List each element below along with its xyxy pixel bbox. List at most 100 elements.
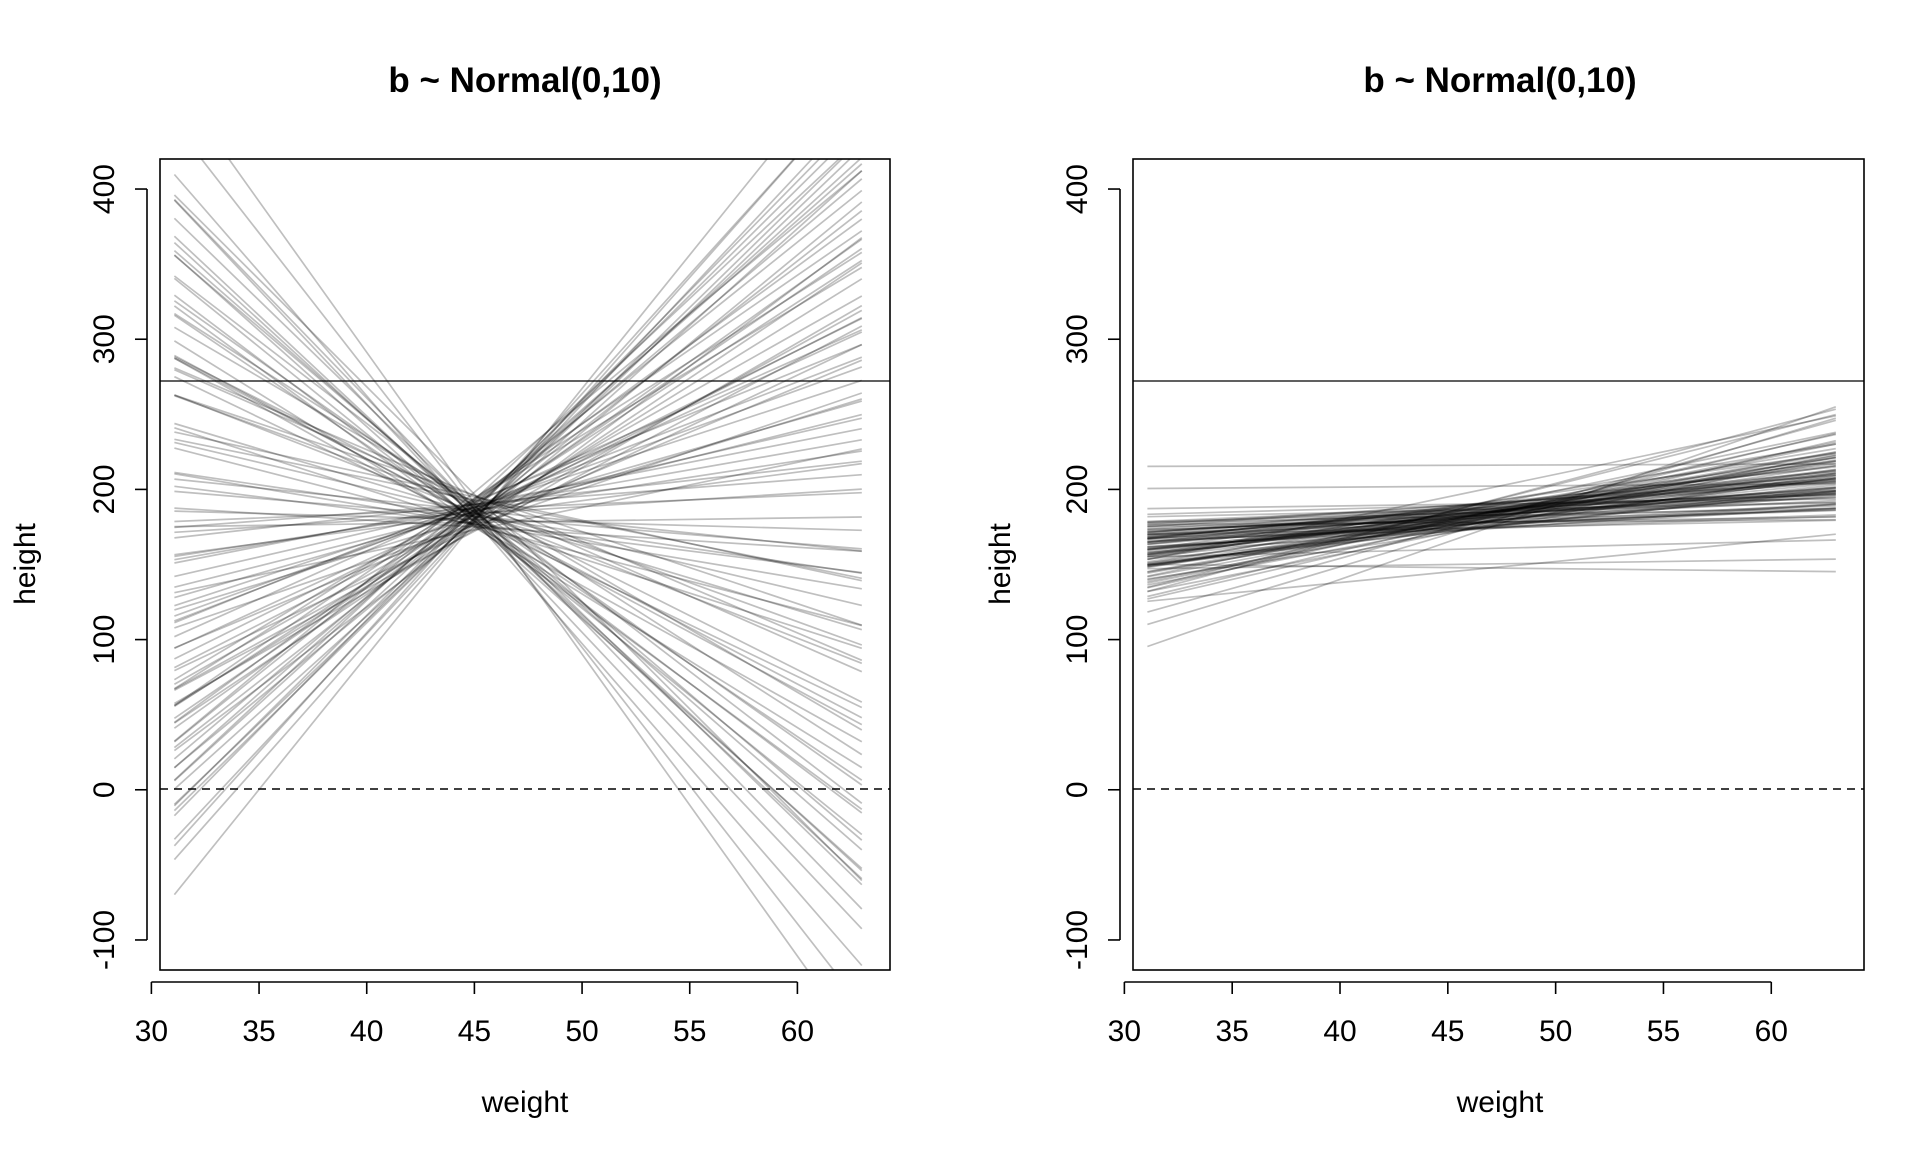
prior-line-31 <box>1147 503 1836 554</box>
prior-line-40 <box>1147 491 1836 561</box>
prior-line-3 <box>174 317 863 660</box>
prior-lines <box>173 159 863 970</box>
y-tick-label: 400 <box>1061 164 1094 214</box>
prior-line-46 <box>173 254 863 841</box>
prior-line-62 <box>1147 470 1836 540</box>
prior-line-51 <box>1147 452 1836 551</box>
prior-line-33 <box>174 392 863 629</box>
prior-line-24 <box>1147 466 1836 540</box>
prior-line-89 <box>1147 443 1836 560</box>
prior-line-99 <box>1147 539 1836 558</box>
prior-line-81 <box>174 441 862 607</box>
prior-line-25 <box>174 427 862 564</box>
x-axis-label: weight <box>1456 1086 1544 1119</box>
prior-line-24 <box>173 199 863 930</box>
y-tick-label: 400 <box>88 164 121 214</box>
y-tick-label: 0 <box>1061 781 1094 798</box>
x-tick-label: 35 <box>1216 1015 1249 1048</box>
prior-line-60 <box>1147 490 1836 550</box>
prior-line-25 <box>1147 454 1836 586</box>
prior-line-59 <box>1147 501 1836 523</box>
prior-lines <box>1147 405 1837 648</box>
prior-line-8 <box>173 304 863 705</box>
prior-line-17 <box>174 462 862 556</box>
prior-line-93 <box>173 241 863 872</box>
prior-line-6 <box>173 305 863 810</box>
x-tick-label: 40 <box>350 1015 383 1048</box>
prior-line-76 <box>173 249 863 851</box>
prior-line-23 <box>173 159 821 817</box>
prior-line-17 <box>1147 469 1836 553</box>
prior-line-100 <box>200 159 835 970</box>
prior-line-71 <box>174 367 863 662</box>
prior-line-32 <box>173 326 863 731</box>
prior-line-29 <box>1147 509 1836 531</box>
prior-line-95 <box>1147 417 1837 626</box>
prior-line-39 <box>173 238 863 729</box>
y-tick-label: 300 <box>1061 314 1094 364</box>
prior-line-66 <box>173 159 795 847</box>
prior-line-74 <box>174 516 862 528</box>
prior-line-21 <box>173 251 863 690</box>
prior-line-33 <box>1147 508 1836 539</box>
prior-line-94 <box>1147 405 1837 648</box>
prior-line-75 <box>174 356 863 622</box>
x-tick-label: 55 <box>673 1015 706 1048</box>
prior-line-82 <box>1147 454 1836 581</box>
prior-line-27 <box>174 431 862 582</box>
y-tick-label: -100 <box>88 910 121 970</box>
prior-line-68 <box>1147 460 1836 558</box>
prior-line-54 <box>1147 456 1836 593</box>
prior-line-57 <box>1147 474 1836 568</box>
prior-line-65 <box>174 485 862 574</box>
prior-line-98 <box>174 488 862 534</box>
x-tick-label: 55 <box>1647 1015 1680 1048</box>
prior-line-49 <box>1147 496 1836 532</box>
prior-line-4 <box>1147 487 1836 566</box>
prior-line-91 <box>174 426 863 650</box>
prior-line-7 <box>173 170 863 742</box>
prior-line-96 <box>173 159 769 896</box>
prior-line-60 <box>173 201 863 769</box>
prior-line-67 <box>1147 505 1836 531</box>
prior-line-53 <box>1147 478 1836 543</box>
prior-line-84 <box>1147 464 1836 568</box>
prior-line-69 <box>1147 486 1836 551</box>
y-axis-label: height <box>9 522 42 604</box>
prior-line-67 <box>174 394 863 646</box>
prior-line-56 <box>174 447 863 627</box>
prior-line-41 <box>1147 460 1836 563</box>
prior-line-31 <box>173 278 863 707</box>
prior-line-1 <box>173 159 841 781</box>
prior-line-79 <box>1147 477 1836 566</box>
prior-line-70 <box>174 316 863 669</box>
y-tick-label: 0 <box>88 781 121 798</box>
prior-line-55 <box>1147 490 1836 540</box>
prior-line-66 <box>1147 494 1836 550</box>
prior-line-40 <box>174 375 863 709</box>
prior-line-43 <box>1147 509 1836 536</box>
prior-line-79 <box>174 438 862 561</box>
prior-line-88 <box>174 460 862 539</box>
y-tick-label: 200 <box>88 464 121 514</box>
chart-title: b ~ Normal(0,10) <box>1363 61 1636 100</box>
prior-line-23 <box>1147 518 1836 526</box>
prior-line-85 <box>1147 489 1836 530</box>
prior-line-59 <box>174 450 862 558</box>
prior-line-58 <box>173 235 863 880</box>
prior-line-15 <box>173 237 863 752</box>
prior-line-11 <box>173 159 814 840</box>
x-tick-label: 35 <box>242 1015 275 1048</box>
prior-line-98 <box>1147 533 1836 603</box>
y-tick-label: 200 <box>1061 464 1094 514</box>
prior-line-37 <box>1147 501 1836 518</box>
prior-line-19 <box>174 366 863 617</box>
prior-line-90 <box>1147 514 1836 540</box>
prior-line-91 <box>1147 482 1836 490</box>
prior-line-28 <box>173 210 863 749</box>
prior-line-80 <box>173 159 852 806</box>
prior-line-37 <box>174 343 863 672</box>
prior-line-95 <box>174 478 862 552</box>
x-tick-label: 30 <box>135 1015 168 1048</box>
